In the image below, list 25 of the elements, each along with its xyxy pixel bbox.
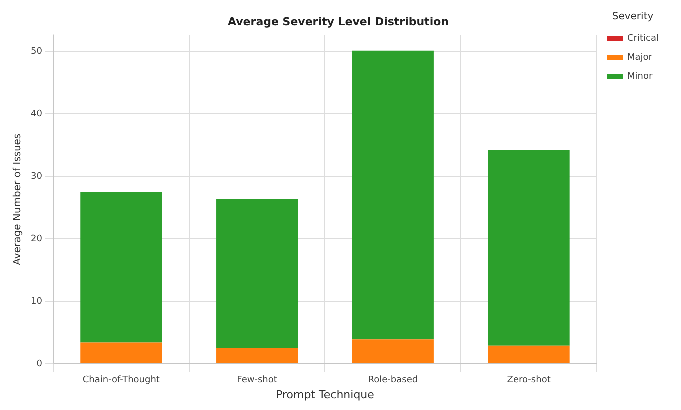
y-tick-label: 30 xyxy=(31,172,43,182)
y-tick-label: 0 xyxy=(36,359,43,370)
y-tick-label: 10 xyxy=(31,296,43,307)
legend-label: Major xyxy=(628,52,653,63)
legend-label: Minor xyxy=(628,72,653,82)
bar xyxy=(352,340,434,364)
y-tick-label: 40 xyxy=(31,109,43,120)
chart-title: Average Severity Level Distribution xyxy=(228,15,449,28)
bar xyxy=(488,346,570,364)
bar xyxy=(80,342,162,364)
bar xyxy=(216,198,298,348)
bar xyxy=(80,192,162,343)
bar xyxy=(216,348,298,364)
y-axis-title: Average Number of Issues xyxy=(12,134,24,266)
x-tick-label: Chain-of-Thought xyxy=(82,376,160,386)
legend-title: Severity xyxy=(612,12,654,23)
bar xyxy=(488,150,570,346)
y-tick-label: 20 xyxy=(31,234,43,244)
bar xyxy=(352,50,434,340)
x-axis-title: Prompt Technique xyxy=(276,388,375,402)
x-tick-label: Few-shot xyxy=(237,376,278,386)
x-tick-label: Role-based xyxy=(368,376,418,386)
legend-label: Critical xyxy=(628,34,660,44)
x-tick-label: Zero-shot xyxy=(507,376,552,386)
y-tick-label: 50 xyxy=(31,46,43,57)
